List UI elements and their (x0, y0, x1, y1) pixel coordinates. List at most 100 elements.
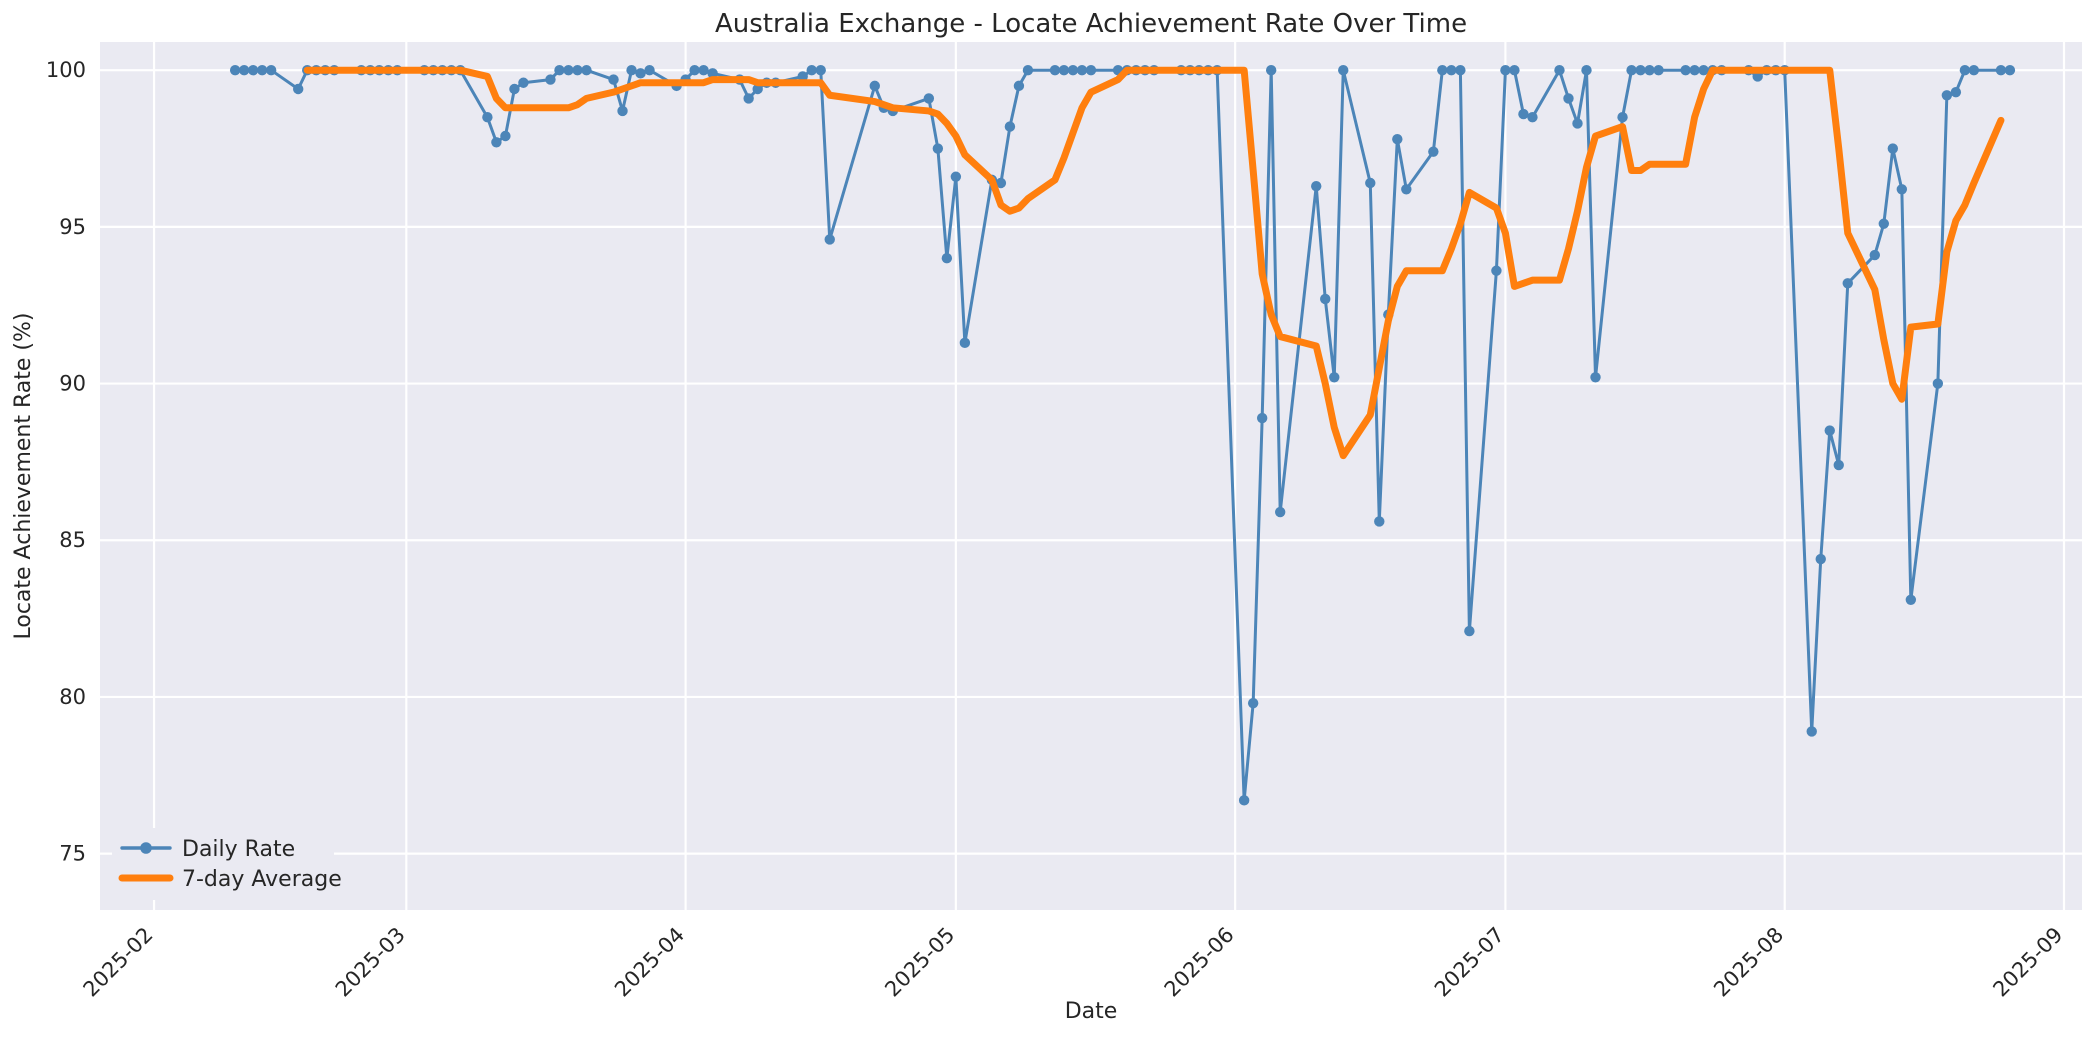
data-point-marker (1590, 372, 1601, 383)
data-point-marker (1905, 594, 1917, 605)
chart-legend[interactable]: Daily Rate 7-day Average (112, 828, 342, 900)
data-point-marker (1437, 65, 1448, 76)
data-series-layer (229, 65, 2016, 806)
data-point-marker (1932, 378, 1944, 389)
data-point-marker (1563, 93, 1574, 104)
data-point-marker (932, 143, 944, 154)
data-point-marker (1320, 293, 1331, 305)
data-point-marker (1509, 65, 1520, 76)
data-point-marker (293, 83, 304, 95)
data-point-marker (1256, 412, 1268, 424)
series-line-7-day-average (303, 66, 2005, 460)
data-point-marker (1518, 108, 1529, 120)
data-point-marker (644, 65, 655, 76)
data-point-marker (1896, 184, 1908, 195)
data-point-marker (1806, 726, 1817, 737)
data-point-marker (1653, 65, 1664, 76)
data-point-marker (1365, 177, 1376, 189)
y-tick-label: 95 (59, 215, 86, 239)
data-point-marker (1446, 65, 1457, 76)
data-point-marker (1626, 65, 1637, 76)
legend-label: 7-day Average (182, 867, 342, 892)
data-point-marker (1392, 133, 1403, 145)
data-point-marker (617, 105, 628, 117)
data-point-marker (1527, 112, 1538, 123)
data-point-marker (1401, 184, 1412, 195)
data-point-marker (1995, 65, 2007, 76)
data-point-marker (1959, 65, 1971, 76)
data-point-marker (1004, 121, 1016, 132)
data-point-marker (572, 65, 583, 76)
data-point-marker (1815, 553, 1826, 565)
data-point-marker (1464, 625, 1475, 637)
plot-area-background (100, 42, 2082, 910)
data-point-marker (1013, 80, 1025, 92)
data-point-marker (1238, 795, 1250, 806)
data-point-marker (1824, 425, 1835, 436)
data-point-marker (1455, 65, 1466, 76)
data-point-marker (923, 93, 935, 104)
data-point-marker (1680, 65, 1691, 76)
data-point-marker (1878, 218, 1890, 229)
data-point-marker (1689, 65, 1700, 76)
data-point-marker (563, 65, 574, 76)
data-point-marker (698, 65, 709, 76)
data-point-marker (797, 71, 808, 82)
data-point-marker (1338, 65, 1349, 76)
data-point-marker (1311, 180, 1322, 192)
chart-title: Australia Exchange - Locate Achievement … (715, 9, 1467, 39)
data-point-marker (1644, 65, 1655, 76)
data-point-marker (1887, 143, 1899, 154)
data-point-marker (1572, 118, 1583, 129)
y-tick-label: 100 (46, 58, 86, 82)
data-point-marker (1491, 265, 1502, 276)
data-point-marker (581, 65, 592, 76)
data-point-marker (635, 68, 646, 79)
data-point-marker (1635, 65, 1646, 76)
data-point-marker (1022, 65, 1034, 76)
data-point-marker (1049, 65, 1061, 76)
data-point-marker (707, 68, 718, 79)
data-point-marker (1968, 65, 1980, 76)
data-point-marker (941, 253, 953, 264)
data-point-marker (1833, 459, 1844, 471)
data-point-marker (509, 83, 520, 95)
data-point-marker (626, 65, 637, 76)
legend-item[interactable]: Daily Rate (120, 837, 295, 862)
data-point-marker (950, 171, 962, 182)
data-point-marker (500, 130, 511, 142)
data-point-marker (1842, 278, 1853, 289)
data-point-marker (689, 65, 700, 76)
data-point-marker (1329, 372, 1340, 383)
data-point-marker (1617, 112, 1628, 123)
data-point-marker (995, 177, 1007, 189)
data-point-marker (1085, 65, 1097, 76)
x-axis-title: Date (1065, 999, 1118, 1024)
data-point-marker (1428, 146, 1439, 157)
legend-item[interactable]: 7-day Average (118, 867, 342, 892)
data-point-marker (482, 112, 493, 123)
y-axis-tick-labels: 75 80 85 90 95 100 (46, 58, 86, 865)
data-point-marker (1500, 65, 1511, 76)
legend-background (112, 828, 334, 900)
data-point-marker (752, 83, 763, 95)
data-point-marker (1941, 90, 1953, 101)
data-point-marker (1058, 65, 1070, 76)
data-point-marker (1076, 65, 1088, 76)
data-point-marker (545, 74, 556, 85)
y-tick-label: 75 (59, 842, 86, 866)
data-point-marker (229, 65, 241, 76)
data-point-marker (869, 80, 880, 92)
data-point-marker (491, 137, 502, 148)
data-point-marker (824, 234, 835, 245)
data-point-marker (1581, 65, 1592, 76)
data-point-marker (1274, 506, 1286, 518)
y-tick-label: 90 (59, 372, 86, 396)
data-point-marker (1698, 65, 1709, 76)
data-point-marker (238, 65, 250, 76)
data-point-marker (265, 65, 277, 76)
data-point-marker (1950, 86, 1962, 98)
data-point-marker (1265, 65, 1277, 76)
